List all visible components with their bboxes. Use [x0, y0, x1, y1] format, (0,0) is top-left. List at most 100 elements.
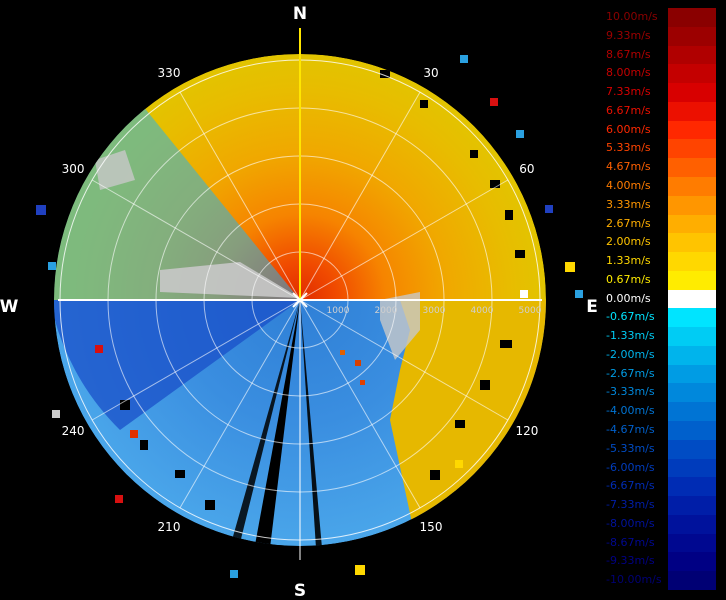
legend-row: 6.00m/s	[604, 120, 716, 140]
legend-swatch	[668, 64, 716, 84]
legend-swatch	[668, 514, 716, 534]
legend-swatch	[668, 383, 716, 403]
azimuth-label-120: 120	[515, 424, 538, 438]
gray-transition-west	[160, 262, 300, 298]
legend-label: -4.67m/s	[606, 423, 655, 437]
legend-swatch	[668, 45, 716, 65]
azimuth-spoke	[91, 299, 301, 421]
legend-label: 0.67m/s	[606, 272, 651, 286]
legend-label: -4.00m/s	[606, 404, 655, 418]
range-label-1000: 1000	[327, 306, 350, 316]
range-label-4000: 4000	[471, 306, 494, 316]
legend-row: 1.33m/s	[604, 252, 716, 271]
legend-row: 8.67m/s	[604, 45, 716, 65]
legend-label: 2.00m/s	[606, 235, 651, 249]
legend-label: -5.33m/s	[606, 441, 655, 455]
blocked-beam-2	[232, 300, 300, 543]
colored-noise	[95, 290, 528, 468]
azimuth-label-300: 300	[62, 162, 85, 176]
legend-row: 9.33m/s	[604, 26, 716, 46]
legend-row: 3.33m/s	[604, 195, 716, 215]
legend-row: -3.33m/s	[604, 383, 716, 403]
legend-swatch	[668, 83, 716, 102]
legend-swatch	[668, 195, 716, 215]
legend-row: -8.67m/s	[604, 533, 716, 553]
legend-label: -6.67m/s	[606, 479, 655, 493]
legend-swatch	[668, 270, 716, 290]
legend-label: -9.33m/s	[606, 554, 655, 568]
legend-label: 8.67m/s	[606, 47, 651, 61]
legend-row: 5.33m/s	[604, 139, 716, 159]
azimuth-label-240: 240	[62, 424, 85, 438]
legend-swatch	[668, 233, 716, 253]
legend-row: -6.00m/s	[604, 458, 716, 478]
legend-swatch	[668, 158, 716, 177]
outer-bins	[36, 55, 583, 578]
legend-swatch	[668, 439, 716, 459]
range-labels: 1000 2000 3000 4000 5000	[327, 306, 542, 316]
azimuth-label-150: 150	[420, 520, 443, 534]
southeast-yellow-area	[300, 300, 546, 546]
legend-swatch	[668, 139, 716, 159]
legend-label: -3.33m/s	[606, 385, 655, 399]
legend-row: 6.67m/s	[604, 101, 716, 121]
legend-label: 2.67m/s	[606, 216, 651, 230]
azimuth-spoke	[299, 299, 421, 509]
legend-row: -4.67m/s	[604, 421, 716, 440]
legend-label: -2.00m/s	[606, 347, 655, 361]
azimuth-spoke	[91, 179, 301, 301]
radar-center-icon	[292, 292, 308, 308]
legend-swatch	[668, 421, 716, 440]
legend-swatch	[668, 571, 716, 590]
legend-label: -0.67m/s	[606, 310, 655, 324]
gray-transition-east	[380, 292, 420, 360]
velocity-color-legend: 10.00m/s 9.33m/s 8.67m/s 8.00m/s 7.33m/s 6.67…	[604, 8, 716, 590]
compass-north: N	[293, 4, 307, 24]
legend-swatch	[668, 345, 716, 365]
legend-label: 4.00m/s	[606, 178, 651, 192]
legend-row: -6.67m/s	[604, 477, 716, 497]
legend-label: -7.33m/s	[606, 498, 655, 512]
legend-swatch	[668, 552, 716, 572]
azimuth-angle-labels: 30 60 120 150 210 240 300 330	[62, 66, 539, 534]
range-label-5000: 5000	[519, 306, 542, 316]
legend-label: 5.33m/s	[606, 141, 651, 155]
azimuth-label-210: 210	[158, 520, 181, 534]
legend-row: -4.00m/s	[604, 402, 716, 422]
azimuth-label-30: 30	[423, 66, 438, 80]
range-label-3000: 3000	[423, 306, 446, 316]
azimuth-spoke	[179, 299, 301, 509]
legend-row: 4.67m/s	[604, 158, 716, 177]
legend-row: 0.00m/s	[604, 289, 716, 309]
legend-swatch	[668, 458, 716, 478]
speckles	[120, 70, 525, 510]
legend-row: 0.67m/s	[604, 270, 716, 290]
legend-swatch	[668, 120, 716, 140]
legend-swatch	[668, 176, 716, 196]
azimuth-spoke	[299, 179, 509, 301]
range-label-2000: 2000	[375, 306, 398, 316]
legend-label: 6.00m/s	[606, 122, 651, 136]
legend-label: -8.00m/s	[606, 516, 655, 530]
legend-label: 1.33m/s	[606, 254, 651, 268]
legend-swatch	[668, 477, 716, 497]
legend-label: 4.67m/s	[606, 160, 651, 174]
legend-label: -10.00m/s	[606, 573, 662, 587]
azimuth-label-330: 330	[158, 66, 181, 80]
legend-label: 7.33m/s	[606, 85, 651, 99]
legend-swatch	[668, 289, 716, 309]
legend-swatch	[668, 327, 716, 346]
legend-row: 4.00m/s	[604, 176, 716, 196]
legend-label: 6.67m/s	[606, 103, 651, 117]
legend-row: -8.00m/s	[604, 514, 716, 534]
legend-swatch	[668, 214, 716, 234]
legend-row: -9.33m/s	[604, 552, 716, 572]
west-dark-blue-lobe	[54, 300, 300, 430]
legend-label: -8.67m/s	[606, 535, 655, 549]
legend-row: -10.00m/s	[604, 571, 716, 590]
legend-swatch	[668, 101, 716, 121]
azimuth-spokes	[91, 91, 509, 509]
legend-row: -5.33m/s	[604, 439, 716, 459]
legend-swatch	[668, 402, 716, 422]
legend-label: 10.00m/s	[606, 10, 658, 23]
